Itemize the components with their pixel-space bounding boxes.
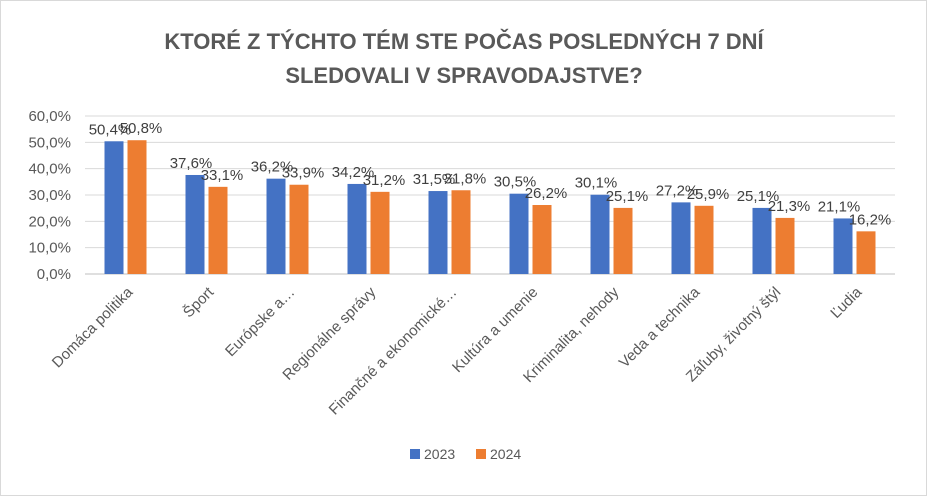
x-tick-label: Domáca politika <box>49 283 137 371</box>
data-label-2024: 50,8% <box>120 120 163 137</box>
bar-2024 <box>856 231 876 274</box>
x-tick-label: Šport <box>180 283 218 321</box>
data-label-2023: 30,1% <box>575 175 618 192</box>
bar-2024 <box>127 140 147 274</box>
x-tick-label: Veda a technika <box>616 283 704 371</box>
data-label-2023: 25,1% <box>737 188 780 205</box>
legend-swatch-2023 <box>410 449 420 459</box>
bar-2024 <box>775 217 795 274</box>
data-label-2024: 25,9% <box>687 186 730 203</box>
bar-2023 <box>833 218 853 274</box>
data-label-2023: 31,5% <box>413 171 456 188</box>
bar-2024 <box>613 207 633 274</box>
x-tick-label: Kultúra a umenie <box>449 284 541 376</box>
data-label-2024: 33,9% <box>282 165 325 182</box>
y-tick-label: 40,0% <box>28 161 71 178</box>
bar-2024 <box>370 191 390 274</box>
legend-label: 2024 <box>490 446 521 462</box>
bar-2023 <box>104 141 124 274</box>
x-tick-label: Ľudia <box>827 283 865 321</box>
bar-2024 <box>451 190 471 274</box>
data-label-2024: 31,8% <box>444 170 487 187</box>
data-label-2024: 16,2% <box>849 211 892 228</box>
legend-label: 2023 <box>424 446 455 462</box>
bar-2024 <box>532 205 552 274</box>
bar-2023 <box>185 174 205 274</box>
data-label-2023: 34,2% <box>332 164 375 181</box>
data-label-2024: 25,1% <box>606 188 649 205</box>
y-tick-label: 20,0% <box>28 213 71 230</box>
bar-2023 <box>671 202 691 274</box>
bar-2024 <box>694 205 714 274</box>
bar-2023 <box>509 193 529 274</box>
y-tick-label: 10,0% <box>28 240 71 257</box>
bar-2024 <box>289 184 309 274</box>
data-label-2024: 33,1% <box>201 167 244 184</box>
bar-2024 <box>208 186 228 274</box>
data-label-2023: 50,4% <box>89 121 132 138</box>
data-label-2023: 30,5% <box>494 174 537 191</box>
y-tick-label: 0,0% <box>37 266 71 283</box>
bar-2023 <box>347 183 367 274</box>
data-label-2023: 37,6% <box>170 155 213 172</box>
data-label-2023: 21,1% <box>818 198 861 215</box>
bar-2023 <box>428 191 448 274</box>
y-tick-label: 60,0% <box>28 108 71 125</box>
x-tick-label: Európske a… <box>222 284 298 360</box>
data-label-2024: 31,2% <box>363 172 406 189</box>
chart-title-line-1: KTORÉ Z TÝCHTO TÉM STE POČAS POSLEDNÝCH … <box>164 29 764 54</box>
y-tick-label: 30,0% <box>28 187 71 204</box>
bar-2023 <box>752 207 772 274</box>
bar-2023 <box>266 178 286 274</box>
data-label-2023: 27,2% <box>656 182 699 199</box>
data-label-2024: 21,3% <box>768 198 811 215</box>
legend-swatch-2024 <box>476 449 486 459</box>
y-tick-label: 50,0% <box>28 134 71 151</box>
data-label-2024: 26,2% <box>525 185 568 202</box>
data-label-2023: 36,2% <box>251 159 294 176</box>
bar-2023 <box>590 194 610 274</box>
chart-title-line-2: SLEDOVALI V SPRAVODAJSTVE? <box>285 63 642 88</box>
